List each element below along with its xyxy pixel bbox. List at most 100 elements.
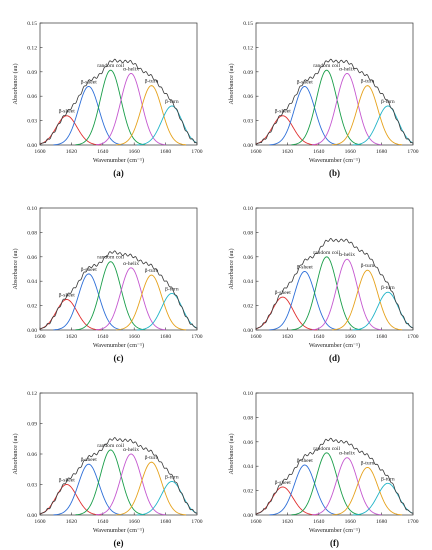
band-curve-4	[311, 72, 382, 146]
x-tick-label: 1660	[129, 334, 140, 340]
band-label-6: β-turn	[165, 99, 179, 105]
band-curve-2	[53, 85, 124, 146]
band-curve-5	[116, 274, 187, 331]
band-label-2: β-sheet	[297, 264, 314, 270]
x-tick-label: 1700	[407, 149, 418, 155]
band-curve-1	[39, 299, 102, 331]
band-label-2: β-sheet	[297, 458, 314, 464]
band-label-5: β-turn	[145, 455, 159, 461]
y-tick-label: 0.15	[243, 21, 253, 27]
band-curve-5	[332, 466, 403, 516]
band-label-6: β-turn	[381, 476, 395, 482]
chart-panel-4: 1600 1620 1640 1660 1680 1700 0.00 0.02 0.04 0.06…	[228, 206, 419, 363]
chart-panel-2: 1600 1620 1640 1660 1680 1700 0.00 0.03 0.06 0.09…	[228, 21, 419, 178]
band-label-1: β-sheet	[275, 290, 292, 296]
x-tick-label: 1600	[34, 149, 45, 155]
envelope-curve	[39, 437, 198, 515]
y-tick-label: 0.00	[243, 143, 253, 149]
envelope-curve	[255, 437, 414, 515]
panel-label: (f)	[330, 538, 339, 548]
band-curve-3	[75, 69, 146, 146]
x-tick-label: 1620	[282, 149, 293, 155]
band-curve-6	[136, 292, 197, 331]
y-tick-label: 0.04	[243, 279, 253, 285]
band-label-6: β-turn	[381, 99, 395, 105]
band-label-4: α-helix	[123, 261, 139, 267]
envelope-curve	[39, 58, 198, 145]
band-curve-5	[332, 85, 403, 146]
band-curve-3	[75, 261, 146, 331]
band-label-4: α-helix	[339, 252, 355, 258]
y-tick-label: 0.06	[243, 255, 253, 261]
plot-frame	[255, 22, 414, 146]
x-tick-label: 1660	[129, 519, 140, 525]
panel-label: (b)	[329, 168, 340, 178]
x-axis-title: Wavenumber (cm⁻¹)	[309, 342, 360, 349]
y-tick-label: 0.04	[27, 279, 37, 285]
x-tick-label: 1680	[160, 334, 171, 340]
x-tick-label: 1700	[407, 334, 418, 340]
band-label-5: β-turn	[361, 263, 375, 269]
band-curve-2	[269, 270, 340, 331]
envelope-curve	[255, 58, 414, 145]
y-axis-title: Absorbance (au)	[12, 433, 19, 474]
x-tick-label: 1680	[376, 149, 387, 155]
y-tick-label: 0.02	[243, 304, 253, 310]
x-tick-label: 1660	[129, 149, 140, 155]
x-axis-title: Wavenumber (cm⁻¹)	[93, 157, 144, 164]
band-curve-4	[311, 258, 382, 331]
x-tick-label: 1700	[191, 334, 202, 340]
x-tick-label: 1600	[250, 149, 261, 155]
x-tick-label: 1680	[160, 149, 171, 155]
y-tick-label: 0.08	[243, 230, 253, 236]
band-curve-6	[352, 105, 413, 146]
y-tick-label: 0.09	[243, 70, 253, 76]
band-curve-2	[53, 463, 124, 516]
panel-label: (a)	[113, 168, 124, 178]
x-tick-label: 1600	[34, 519, 45, 525]
x-tick-label: 1660	[345, 149, 356, 155]
y-tick-label: 0.00	[27, 328, 37, 334]
y-tick-label: 0.00	[243, 513, 253, 519]
x-tick-label: 1600	[34, 334, 45, 340]
y-tick-label: 0.02	[243, 489, 253, 495]
chart-panel-3: 1600 1620 1640 1660 1680 1700 0.00 0.02 0.04 0.06…	[12, 206, 203, 363]
y-tick-label: 0.06	[27, 255, 37, 261]
y-tick-label: 0.10	[243, 391, 253, 397]
band-label-5: β-turn	[361, 460, 375, 466]
y-tick-label: 0.15	[27, 21, 37, 27]
band-curve-1	[255, 486, 318, 516]
band-curve-3	[291, 69, 362, 146]
x-axis-title: Wavenumber (cm⁻¹)	[309, 157, 360, 164]
band-label-4: α-helix	[123, 447, 139, 453]
x-tick-label: 1700	[407, 519, 418, 525]
y-tick-label: 0.12	[27, 45, 37, 51]
y-tick-label: 0.06	[27, 94, 37, 100]
x-axis-title: Wavenumber (cm⁻¹)	[93, 527, 144, 534]
y-tick-label: 0.06	[243, 94, 253, 100]
plot-frame	[39, 392, 198, 516]
y-tick-label: 0.06	[27, 452, 37, 458]
y-tick-label: 0.00	[27, 513, 37, 519]
band-label-2: β-sheet	[81, 267, 98, 273]
x-tick-label: 1640	[313, 334, 324, 340]
band-label-2: β-sheet	[81, 457, 98, 463]
x-tick-label: 1600	[250, 519, 261, 525]
band-curve-4	[95, 453, 166, 516]
y-axis-title: Absorbance (au)	[12, 248, 19, 289]
y-tick-label: 0.12	[27, 391, 37, 397]
band-label-5: β-turn	[145, 79, 159, 85]
x-tick-label: 1660	[345, 519, 356, 525]
band-label-6: β-turn	[165, 474, 179, 480]
band-curve-5	[116, 85, 187, 146]
band-label-6: β-turn	[165, 286, 179, 292]
band-label-2: β-sheet	[81, 79, 98, 85]
y-tick-label: 0.00	[243, 328, 253, 334]
x-tick-label: 1620	[66, 334, 77, 340]
band-label-5: β-turn	[145, 268, 159, 274]
band-curve-2	[269, 464, 340, 516]
y-tick-label: 0.03	[27, 119, 37, 125]
x-tick-label: 1680	[376, 519, 387, 525]
panel-label: (c)	[114, 353, 124, 363]
